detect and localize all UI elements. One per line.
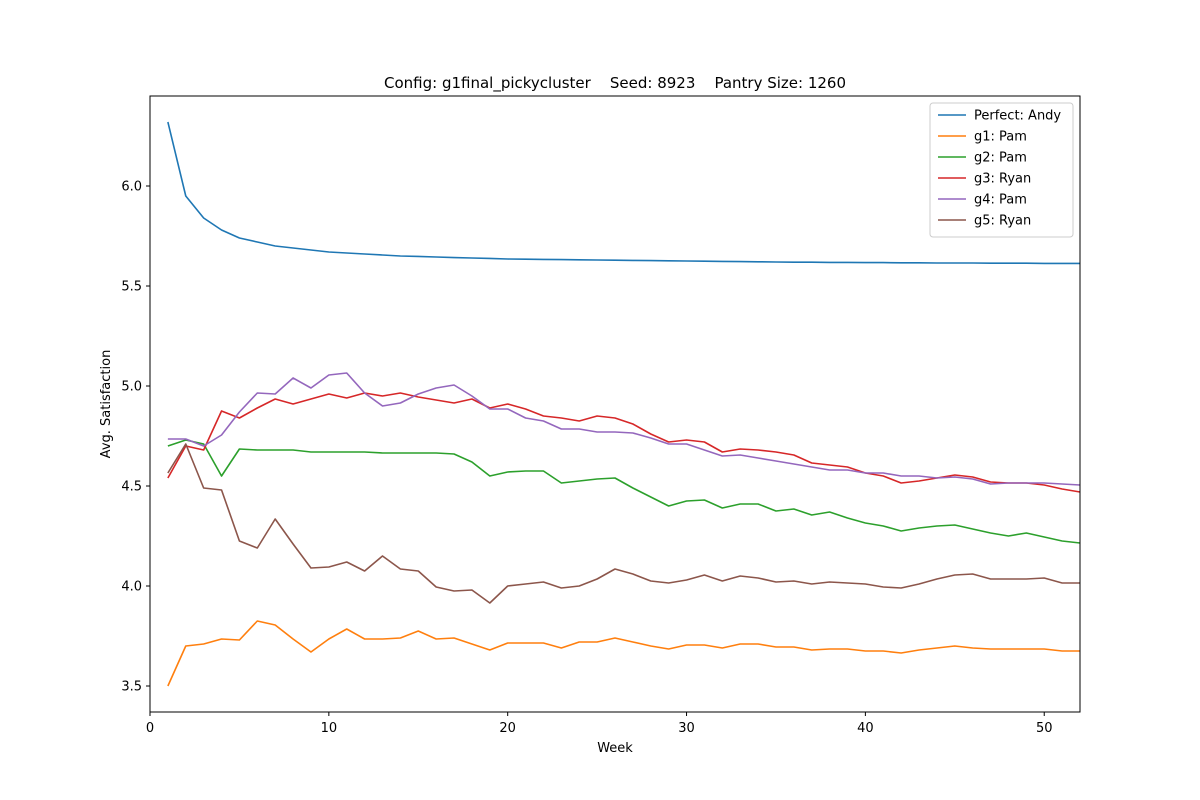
x-tick-label: 50 [1036, 721, 1053, 736]
legend-entry: g5: Ryan [974, 214, 1031, 229]
y-tick-label: 5.5 [121, 280, 142, 295]
series-line-5 [167, 372, 1081, 486]
x-axis-label: Week [597, 741, 633, 756]
legend-entry: g3: Ryan [974, 172, 1031, 187]
series-line-6 [167, 443, 1080, 604]
legend-entry: g2: Pam [974, 151, 1027, 166]
x-tick-label: 0 [146, 721, 154, 736]
y-tick-label: 3.5 [121, 680, 142, 695]
legend: Perfect: Andy g1: Pam g2: Pam g3: Ryan g4: P… [929, 102, 1074, 238]
series-line-1 [167, 121, 1080, 265]
series-line-4 [167, 392, 1081, 493]
y-axis: 3.5 4.0 4.5 5.0 5.5 6.0 [121, 180, 150, 695]
series-line-3 [167, 439, 1081, 544]
y-tick-label: 4.5 [121, 480, 142, 495]
y-axis-label: Avg. Satisfaction [99, 350, 114, 459]
chart-title: Config: g1final_pickycluster Seed: 8923 … [384, 74, 846, 93]
plot-frame [149, 95, 1081, 713]
plot-area [167, 121, 1081, 687]
x-axis: 0 10 20 30 40 50 [146, 712, 1053, 736]
x-tick-label: 20 [499, 721, 516, 736]
legend-entry: g1: Pam [974, 130, 1027, 145]
series-line-2 [167, 620, 1080, 687]
y-tick-label: 5.0 [121, 380, 142, 395]
legend-entry: g4: Pam [974, 193, 1027, 208]
y-tick-label: 6.0 [121, 180, 142, 195]
y-tick-label: 4.0 [121, 580, 142, 595]
x-tick-label: 40 [857, 721, 874, 736]
x-tick-label: 10 [321, 721, 338, 736]
legend-entry: Perfect: Andy [974, 109, 1061, 124]
x-tick-label: 30 [678, 721, 695, 736]
